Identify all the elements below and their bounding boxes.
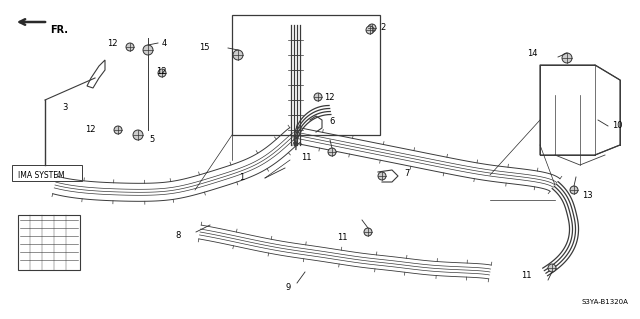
Circle shape [366, 26, 374, 34]
Circle shape [133, 130, 143, 140]
Circle shape [562, 53, 572, 63]
Circle shape [548, 264, 556, 272]
Text: 14: 14 [527, 49, 538, 58]
Text: 3: 3 [63, 103, 68, 113]
Text: 11: 11 [337, 234, 348, 242]
Text: 4: 4 [162, 39, 167, 48]
Circle shape [570, 186, 578, 194]
Bar [18, 215, 80, 270]
Text: 13: 13 [582, 191, 593, 201]
Text: FR.: FR. [50, 25, 68, 35]
Text: 12: 12 [156, 68, 166, 77]
Text: 2: 2 [380, 24, 385, 33]
Text: 15: 15 [200, 42, 210, 51]
Bar [12, 165, 82, 181]
Text: 12: 12 [324, 93, 335, 101]
Circle shape [328, 148, 336, 156]
Circle shape [233, 50, 243, 60]
Circle shape [314, 93, 322, 101]
Circle shape [114, 126, 122, 134]
Text: 11: 11 [301, 152, 312, 161]
Text: S3YA-B1320A: S3YA-B1320A [581, 299, 628, 305]
Text: 9: 9 [285, 284, 291, 293]
Circle shape [143, 45, 153, 55]
Circle shape [126, 43, 134, 51]
Text: 12: 12 [86, 125, 96, 135]
Text: IMA SYSTEM: IMA SYSTEM [18, 170, 65, 180]
Text: 6: 6 [329, 117, 334, 127]
Circle shape [378, 172, 386, 180]
Text: 1: 1 [239, 174, 244, 182]
Text: 8: 8 [175, 231, 181, 240]
Text: 10: 10 [612, 122, 623, 130]
Text: 12: 12 [108, 39, 118, 48]
Circle shape [158, 69, 166, 77]
Bar [232, 15, 380, 135]
Text: 7: 7 [404, 169, 410, 179]
Text: 11: 11 [522, 271, 532, 279]
Circle shape [368, 24, 376, 32]
Text: 5: 5 [149, 136, 154, 145]
Circle shape [364, 228, 372, 236]
